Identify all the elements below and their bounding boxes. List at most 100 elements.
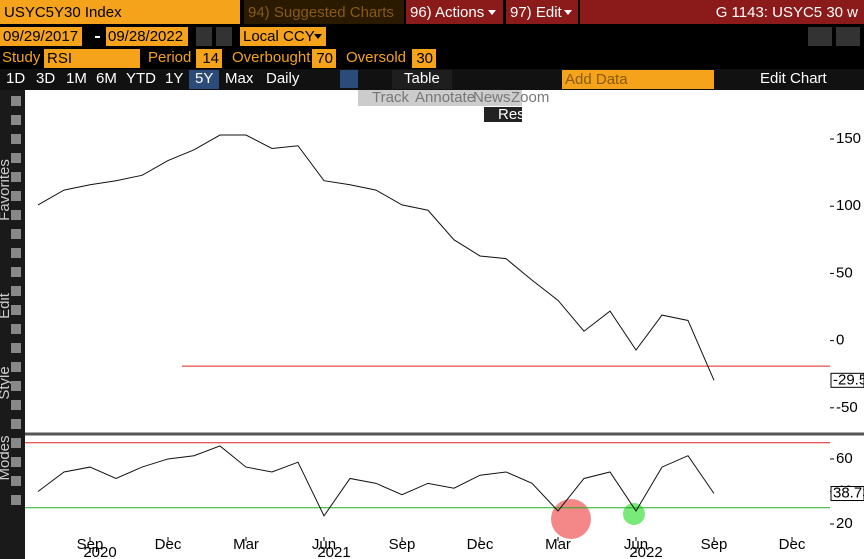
overlay-bar [358, 90, 522, 106]
overlay-tool[interactable]: Annotate [415, 89, 475, 106]
period-label: Period [148, 49, 191, 66]
tool-icon[interactable] [11, 96, 21, 106]
tool-icon[interactable] [11, 343, 21, 353]
last-value: 38.7377 [833, 484, 864, 501]
x-tick-label: Sep [77, 536, 104, 553]
y-tick-label: 150 [836, 130, 861, 147]
tool-icon[interactable] [11, 362, 21, 372]
period-button[interactable]: 1M [66, 70, 87, 87]
x-tick-label: Dec [467, 536, 494, 553]
tool-icon[interactable] [11, 134, 21, 144]
reset: Reset [498, 106, 538, 123]
overbought-field[interactable] [312, 49, 336, 68]
period-button[interactable]: 1D [6, 70, 25, 87]
year-label: 2022 [629, 544, 662, 559]
overbought-label: Overbought [232, 49, 311, 66]
x-tick-label: Jun [312, 536, 336, 553]
oversold-field[interactable] [412, 49, 436, 68]
tool-icon[interactable] [11, 191, 21, 201]
sidebar-label: Edit [0, 292, 13, 319]
y-tick-label: -50 [836, 399, 858, 416]
frequency[interactable]: Daily [266, 70, 300, 87]
period-button[interactable]: Max [225, 70, 254, 87]
x-tick-label: Mar [545, 536, 571, 553]
period-button[interactable]: 1Y [165, 70, 183, 87]
period-selected [189, 70, 219, 89]
period-button[interactable]: 6M [96, 70, 117, 87]
series-line [37, 445, 715, 517]
period-button[interactable]: YTD [126, 70, 156, 87]
tool-icon[interactable] [11, 381, 21, 391]
end-date-text: 09/28/2022 [108, 28, 183, 45]
page-id: G 1143: USYC5 30 w [716, 4, 858, 21]
suggested: 94) Suggested Charts [248, 4, 394, 21]
add-data-field[interactable] [562, 70, 714, 89]
overlay-tool[interactable]: News [473, 89, 511, 106]
reset-button[interactable] [484, 107, 522, 122]
tool-icon[interactable] [11, 419, 21, 429]
period-button[interactable]: 3D [36, 70, 55, 87]
year-label: 2020 [83, 544, 116, 559]
period: 14 [202, 50, 219, 67]
tool-icon[interactable] [11, 153, 21, 163]
hyphen [95, 36, 100, 38]
tool-icon[interactable] [11, 267, 21, 277]
tool-icon[interactable] [11, 248, 21, 258]
period-field[interactable] [196, 49, 222, 68]
end-date[interactable] [106, 27, 188, 46]
tool-icon[interactable] [11, 438, 21, 448]
series-line [37, 134, 715, 381]
tool-icon[interactable] [11, 210, 21, 220]
tool-icon[interactable] [11, 305, 21, 315]
study-field[interactable] [44, 49, 140, 68]
start-date[interactable] [0, 27, 82, 46]
y-tick-label: 50 [836, 264, 853, 281]
overlay-tool[interactable]: Track [372, 89, 409, 106]
tool-icon[interactable] [11, 324, 21, 334]
dropdown-arrow [488, 10, 496, 15]
security: USYC5Y30 Index [4, 4, 122, 21]
sidebar-label: Style [0, 366, 13, 399]
tool-icon[interactable] [11, 476, 21, 486]
highlight-green [623, 503, 645, 525]
y-tick-label: 0 [836, 332, 844, 349]
overlay-tool[interactable]: Zoom [511, 89, 549, 106]
suggested-button[interactable] [244, 0, 404, 24]
overbought: 70 [316, 50, 333, 67]
sidebar-label: Modes [0, 435, 13, 480]
x-tick-label: Mar [233, 536, 259, 553]
dropdown-arrow [564, 10, 572, 15]
start-date-text: 09/29/2017 [3, 28, 78, 45]
x-tick-label: Dec [155, 536, 182, 553]
chart-type [340, 70, 358, 88]
table-button[interactable] [392, 70, 452, 89]
y-tick-label: 100 [836, 197, 861, 214]
tool-icon[interactable] [11, 400, 21, 410]
nav-button[interactable] [196, 27, 212, 46]
tool-icon[interactable] [11, 229, 21, 239]
currency-text: Local CCY [243, 28, 315, 45]
table: Table [404, 70, 440, 87]
security-field[interactable] [0, 0, 240, 24]
oversold: 30 [416, 50, 433, 67]
redo[interactable] [836, 27, 860, 46]
y-tick-label: 20 [836, 515, 853, 532]
currency[interactable] [240, 27, 326, 46]
period-button[interactable]: 5Y [195, 70, 213, 87]
x-tick-label: Jun [624, 536, 648, 553]
tool-icon[interactable] [11, 286, 21, 296]
tool-icon[interactable] [11, 115, 21, 125]
last-value-box [830, 486, 864, 502]
dropdown-arrow [314, 34, 322, 39]
year-label: 2021 [317, 544, 350, 559]
edit-chart[interactable]: Edit Chart [760, 70, 828, 87]
nav-button[interactable] [216, 27, 232, 46]
add-data: Add Data [565, 71, 628, 88]
tool-icon[interactable] [11, 172, 21, 182]
actions-button[interactable] [406, 0, 503, 24]
tool-icon[interactable] [11, 457, 21, 467]
tool-icon[interactable] [11, 495, 21, 505]
undo[interactable] [808, 27, 832, 46]
study-name: RSI [47, 50, 72, 67]
